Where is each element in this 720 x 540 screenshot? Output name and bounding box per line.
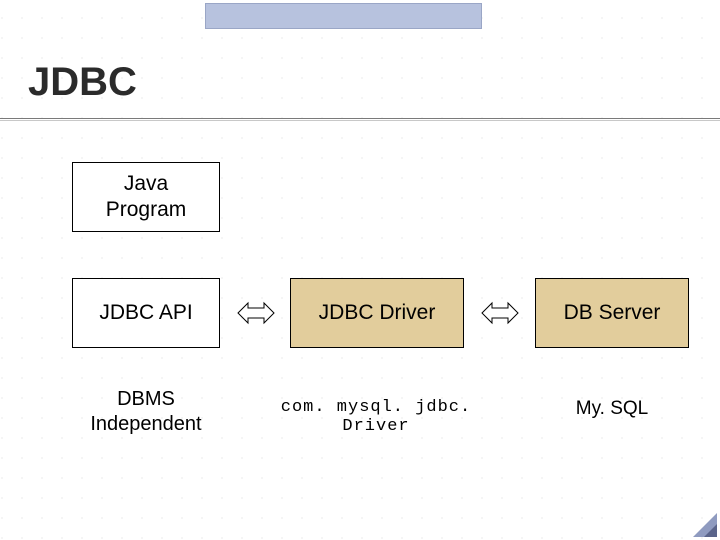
title: JDBC bbox=[28, 60, 137, 105]
node-db-server: DB Server bbox=[535, 278, 689, 348]
node-label: DB Server bbox=[564, 300, 661, 326]
caption-db-name: My. SQL bbox=[535, 398, 689, 420]
node-label: JDBC Driver bbox=[319, 300, 436, 326]
node-label: JavaProgram bbox=[106, 171, 187, 224]
node-dbms-independent: DBMSIndependent bbox=[72, 383, 220, 441]
title-underline-shadow bbox=[0, 120, 720, 121]
node-label: DBMSIndependent bbox=[90, 387, 201, 437]
node-label: JDBC API bbox=[99, 300, 192, 326]
title-underline bbox=[0, 118, 720, 119]
node-jdbc-driver: JDBC Driver bbox=[290, 278, 464, 348]
slide-canvas: JDBC JavaProgram JDBC API DBMSIndependen… bbox=[0, 0, 720, 540]
top-accent-bar bbox=[205, 3, 482, 29]
node-jdbc-api: JDBC API bbox=[72, 278, 220, 348]
corner-accent-icon bbox=[693, 513, 717, 537]
arrow-api-driver bbox=[238, 301, 274, 325]
arrow-driver-server bbox=[482, 301, 518, 325]
node-java-program: JavaProgram bbox=[72, 162, 220, 232]
caption-driver-class: com. mysql. jdbc. Driver bbox=[256, 398, 496, 436]
